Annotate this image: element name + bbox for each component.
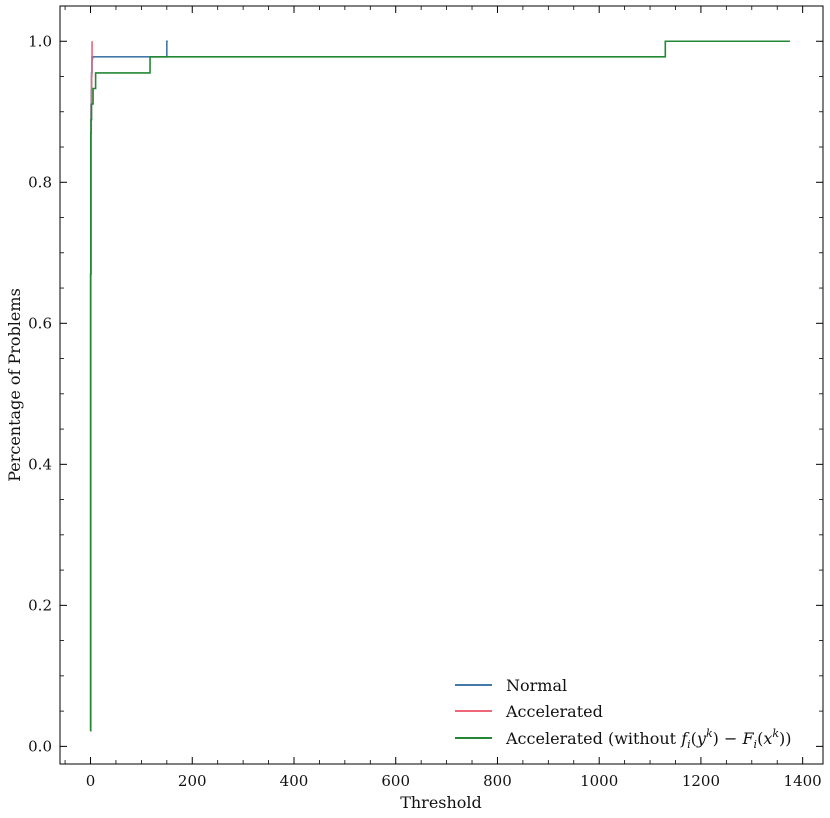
ticks — [60, 5, 823, 764]
legend: Normal Accelerated Accelerated (without … — [455, 676, 792, 751]
x-tick-label: 600 — [381, 772, 410, 790]
x-tick-label: 0 — [86, 772, 96, 790]
x-tick-label: 800 — [483, 772, 512, 790]
plot-area — [59, 5, 824, 765]
legend-label-accelerated: Accelerated — [505, 702, 603, 721]
y-tick-label: 1.0 — [28, 32, 52, 50]
x-tick-label: 1000 — [580, 772, 618, 790]
x-tick-label: 1200 — [682, 772, 720, 790]
x-tick-label: 1400 — [784, 772, 822, 790]
y-tick-label: 0.0 — [28, 737, 52, 755]
series-accelerated-without — [89, 40, 790, 732]
legend-label-accelerated-without: Accelerated (without fi(yk) − Fi(xk)) — [505, 727, 792, 751]
y-tick-label: 0.4 — [28, 455, 52, 473]
y-tick-label: 0.8 — [28, 173, 52, 191]
y-axis-label: Percentage of Problems — [5, 288, 24, 482]
x-tick-label: 400 — [280, 772, 309, 790]
legend-label-normal: Normal — [506, 676, 567, 695]
x-tick-label: 200 — [178, 772, 207, 790]
series-lines — [89, 40, 790, 732]
y-tick-label: 0.6 — [28, 314, 52, 332]
y-tick-label: 0.2 — [28, 596, 52, 614]
tick-labels: 0 200 400 600 800 1000 1200 1400 0.0 0.2 0.4 0.6 0.8… — [28, 32, 822, 790]
x-axis-label: Threshold — [400, 793, 482, 812]
